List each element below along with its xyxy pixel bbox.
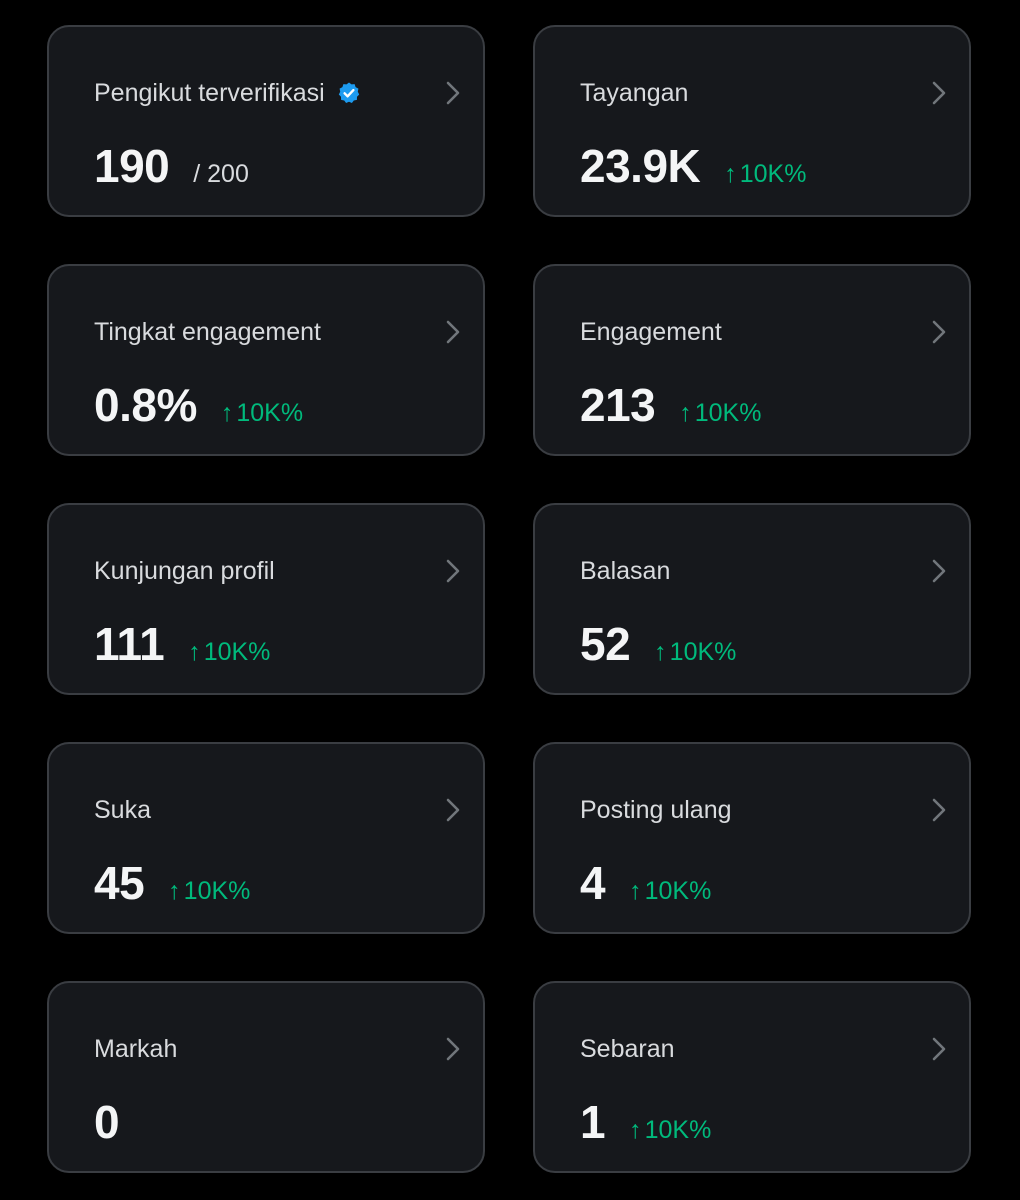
metric-delta: ↑ 10K% [679,399,761,428]
metric-value-row: 4 ↑ 10K% [580,858,711,908]
card-sebaran[interactable]: Sebaran 1 ↑ 10K% [533,981,971,1173]
arrow-up-icon: ↑ [679,399,692,427]
metric-value: 190 [94,140,170,192]
arrow-up-icon: ↑ [188,638,201,666]
metric-value: 1 [580,1096,606,1148]
card-title: Tayangan [580,78,688,108]
arrow-up-icon: ↑ [220,399,234,427]
metric-delta: ↑ 10K% [629,1116,711,1145]
metric-delta-value: 10K% [644,877,712,905]
card-kunjungan-profil[interactable]: Kunjungan profil 111 ↑ 10K% [47,503,485,695]
card-title: Suka [94,795,151,825]
card-title-text: Engagement [580,318,722,346]
card-title-text: Kunjungan profil [94,557,275,585]
chevron-right-icon [446,320,460,344]
card-title: Sebaran [580,1034,675,1064]
metric-value-row: 213 ↑ 10K% [580,380,761,430]
metric-value: 0 [94,1096,120,1148]
metric-delta-value: 10K% [669,638,737,666]
card-pengikut-terverifikasi[interactable]: Pengikut terverifikasi 190 / 200 [47,25,485,217]
metric-delta-value: 10K% [236,399,304,427]
card-title: Balasan [580,556,670,586]
card-title: Pengikut terverifikasi [94,78,361,108]
card-title-text: Pengikut terverifikasi [94,79,325,107]
chevron-right-icon [932,559,946,583]
metric-value-limit: / 200 [193,160,249,188]
metric-value-row: 0.8% ↑ 10K% [94,380,303,430]
chevron-right-icon [932,81,946,105]
card-tayangan[interactable]: Tayangan 23.9K ↑ 10K% [533,25,971,217]
card-title-text: Suka [94,796,151,824]
metric-value-row: 52 ↑ 10K% [580,619,736,669]
card-title-text: Posting ulang [580,796,732,824]
metric-delta: ↑ 10K% [629,877,711,906]
metric-delta: ↑ 10K% [724,160,806,189]
card-title-text: Balasan [580,557,671,585]
metric-delta: ↑ 10K% [188,638,270,667]
metric-delta-value: 10K% [203,638,271,666]
verified-badge-icon [338,82,359,103]
metric-value-row: 111 ↑ 10K% [94,619,270,669]
card-suka[interactable]: Suka 45 ↑ 10K% [47,742,485,934]
arrow-up-icon: ↑ [168,877,181,905]
metric-delta: ↑ 10K% [168,877,250,906]
metric-value: 4 [580,857,606,909]
card-title-text: Tayangan [580,79,689,107]
card-title-text: Sebaran [580,1035,675,1063]
card-posting-ulang[interactable]: Posting ulang 4 ↑ 10K% [533,742,971,934]
metric-value: 111 [94,618,165,670]
metric-value: 23.9K [580,140,701,192]
metric-value: 45 [94,857,145,909]
card-engagement[interactable]: Engagement 213 ↑ 10K% [533,264,971,456]
card-markah[interactable]: Markah 0 [47,981,485,1173]
arrow-up-icon: ↑ [724,160,737,188]
metric-value-row: 0 [94,1096,120,1148]
chevron-right-icon [932,1037,946,1061]
card-title: Markah [94,1034,177,1064]
metric-delta: ↑ 10K% [221,399,303,428]
arrow-up-icon: ↑ [629,1116,642,1144]
metric-delta-value: 10K% [694,399,762,427]
card-tingkat-engagement[interactable]: Tingkat engagement 0.8% ↑ 10K% [47,264,485,456]
metric-value-row: 1 ↑ 10K% [580,1097,711,1147]
metric-value-row: 45 ↑ 10K% [94,858,250,908]
chevron-right-icon [446,81,460,105]
metric-delta: ↑ 10K% [654,638,736,667]
metric-value-row: 190 / 200 [94,141,249,191]
arrow-up-icon: ↑ [629,877,642,905]
card-title-text: Markah [94,1035,178,1063]
metric-value: 213 [580,379,656,431]
chevron-right-icon [446,798,460,822]
metric-value: 52 [580,618,631,670]
metric-value: 0.8% [94,379,197,431]
card-title: Posting ulang [580,795,732,825]
metric-delta-value: 10K% [739,160,807,188]
metric-delta-value: 10K% [644,1116,712,1144]
card-title-text: Tingkat engagement [94,318,322,346]
metric-value-row: 23.9K ↑ 10K% [580,141,806,191]
arrow-up-icon: ↑ [654,638,667,666]
card-balasan[interactable]: Balasan 52 ↑ 10K% [533,503,971,695]
chevron-right-icon [932,320,946,344]
chevron-right-icon [446,1037,460,1061]
card-title: Tingkat engagement [94,317,321,347]
chevron-right-icon [932,798,946,822]
card-title: Engagement [580,317,722,347]
chevron-right-icon [446,559,460,583]
metric-delta-value: 10K% [183,877,251,905]
card-title: Kunjungan profil [94,556,275,586]
